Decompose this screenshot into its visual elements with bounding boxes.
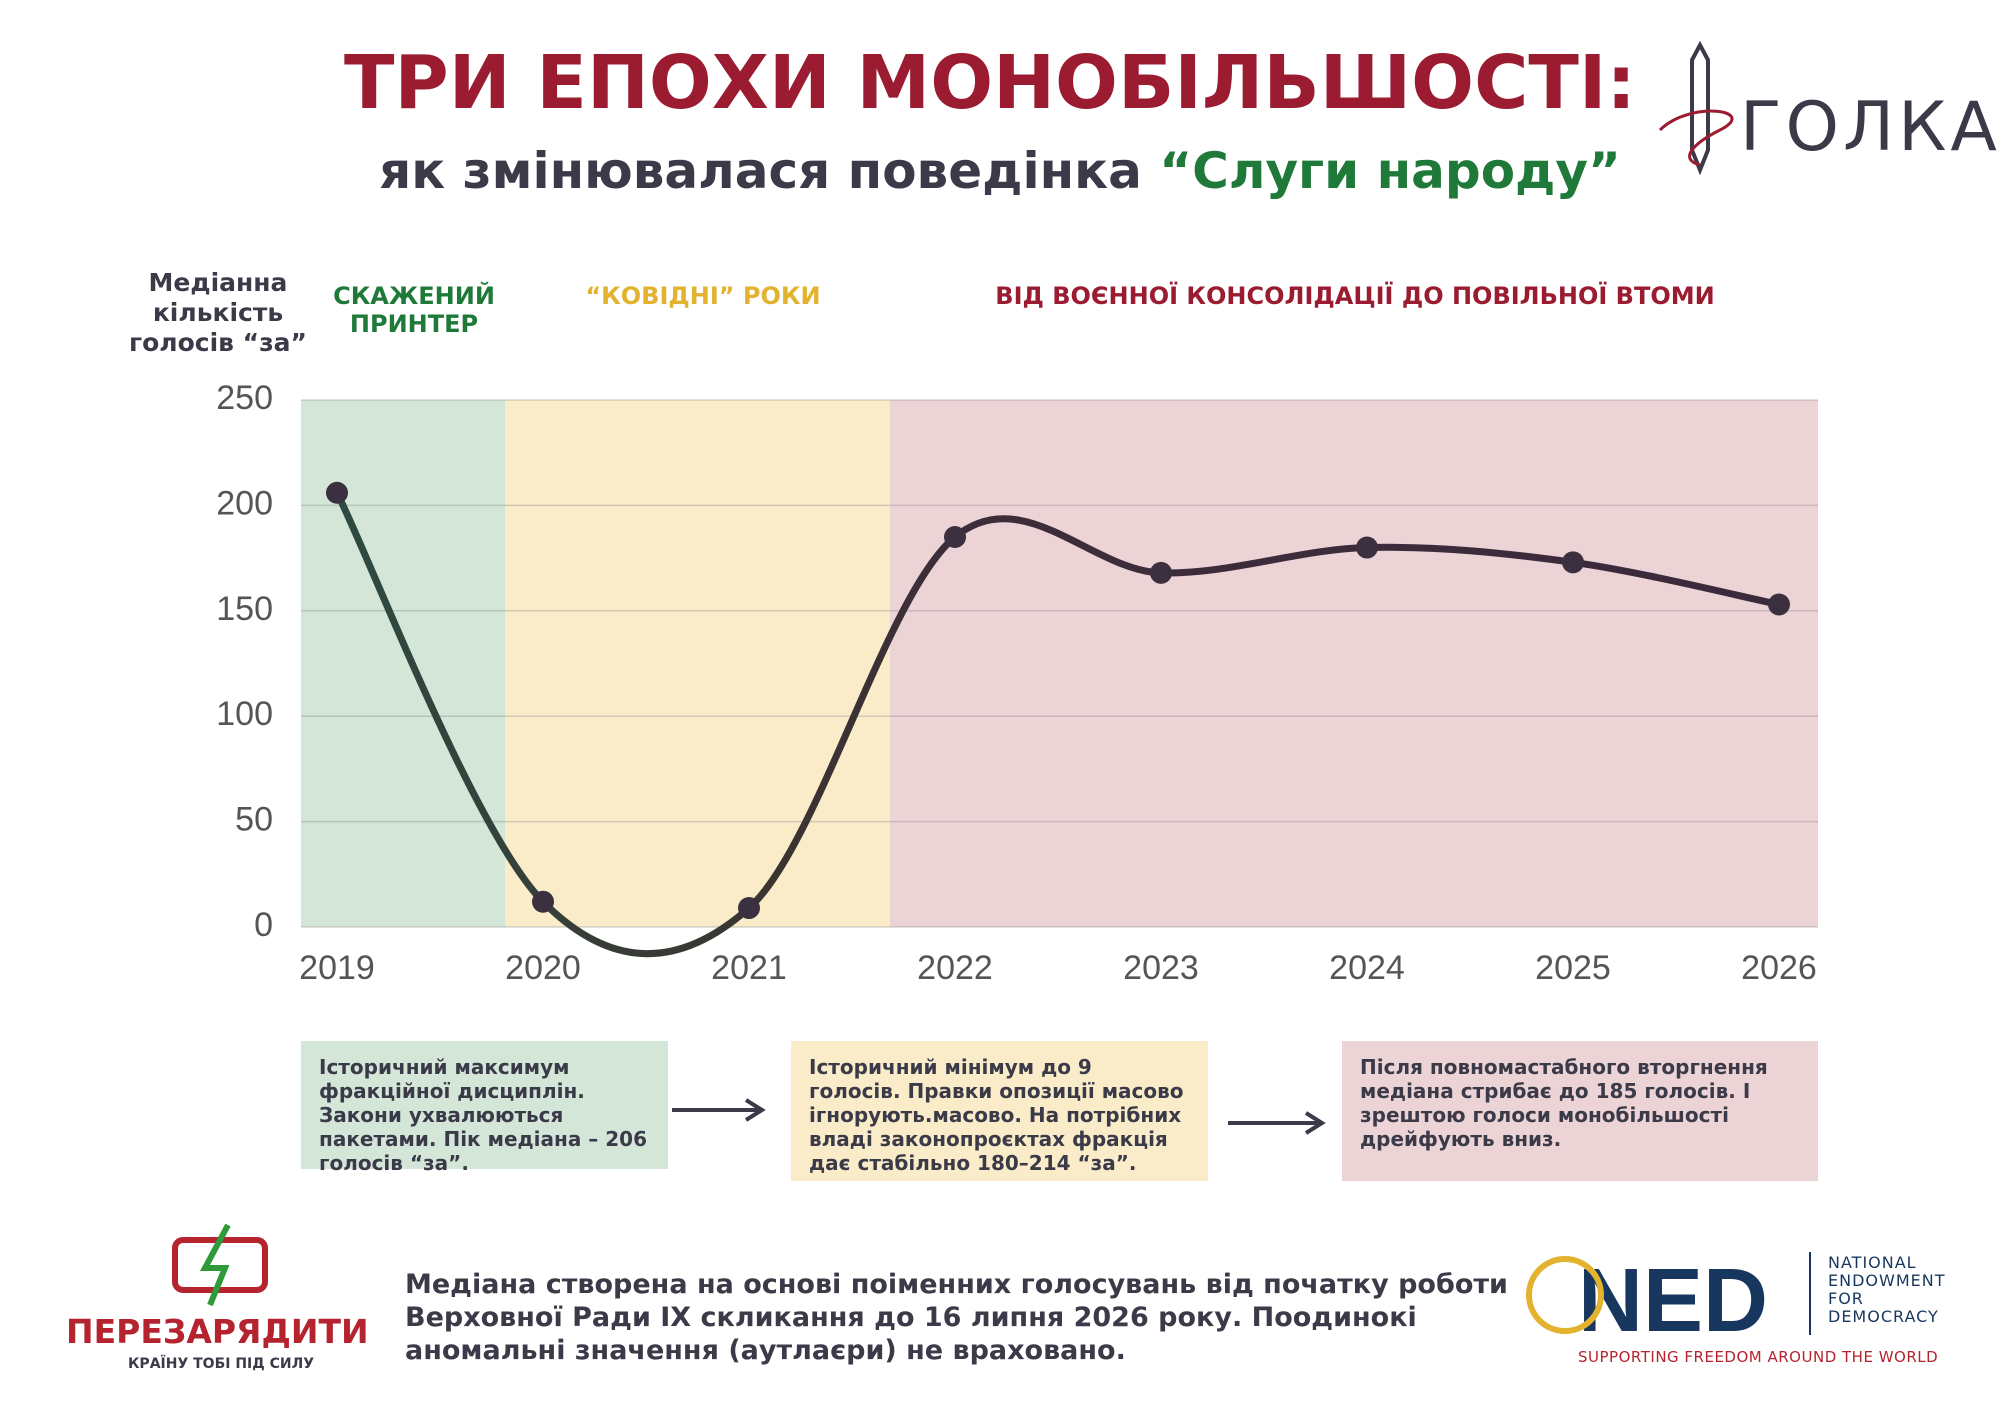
ned-tagline: SUPPORTING FREEDOM AROUND THE WORLD — [1578, 1348, 1939, 1366]
title-text: ТРИ ЕПОХИ МОНОБІЛЬШОСТІ: — [344, 40, 1636, 126]
point — [738, 897, 760, 920]
annotation: Після повномастабного вторгнення медіана… — [1342, 1041, 1818, 1181]
x-tick-label: 2019 — [299, 949, 375, 987]
golka-needle — [1690, 40, 1710, 176]
ned-globe — [1526, 1256, 1604, 1334]
x-tick-label: 2022 — [917, 949, 993, 987]
y-tick-label: 150 — [216, 590, 273, 628]
x-tick-label: 2021 — [711, 949, 787, 987]
bolt-icon — [199, 1223, 231, 1307]
footnote: Медіана створена на основі поіменних гол… — [405, 1269, 1508, 1366]
era-band — [301, 400, 505, 927]
point — [1356, 536, 1378, 559]
annotation: Історичний мінімум до 9 голосів. Правки … — [791, 1041, 1208, 1181]
arrow-head — [744, 1098, 766, 1122]
point — [1768, 593, 1790, 616]
y-tick-label: 0 — [254, 906, 273, 944]
ned-name: NATIONAL ENDOWMENT FOR DEMOCRACY — [1828, 1253, 1946, 1326]
era-band — [505, 400, 890, 927]
title: ТРИ ЕПОХИ МОНОБІЛЬШОСТІ: — [0, 40, 2000, 126]
era-label: СКАЖЕНИЙ ПРИНТЕР — [333, 282, 495, 338]
y-tick-label: 250 — [216, 379, 273, 417]
x-tick-label: 2023 — [1123, 949, 1199, 987]
era-band — [890, 400, 1818, 927]
ned-logo: NED — [1578, 1251, 1769, 1351]
golka-logo: ГОЛКА — [1740, 88, 2000, 167]
subtitle-text: як змінювалася поведінка — [379, 142, 1142, 200]
point — [1562, 551, 1584, 574]
y-tick-label: 100 — [216, 695, 273, 733]
era-label: “КОВІДНІ” РОКИ — [585, 282, 821, 310]
point — [944, 526, 966, 549]
x-tick-label: 2020 — [505, 949, 581, 987]
y-tick-label: 200 — [216, 484, 273, 522]
point — [532, 890, 554, 913]
arrow-head — [1304, 1111, 1326, 1135]
x-tick-label: 2024 — [1329, 949, 1405, 987]
point — [1150, 561, 1172, 584]
x-tick-label: 2026 — [1741, 949, 1817, 987]
golka-thread — [1658, 109, 1734, 167]
point — [326, 481, 348, 504]
subtitle-highlight: “Слуги народу” — [1159, 142, 1621, 200]
y-axis-label: Медіанна кількість голосів “за” — [129, 268, 307, 357]
subtitle: як змінювалася поведінка “Слуги народу” — [0, 142, 2000, 200]
x-tick-label: 2025 — [1535, 949, 1611, 987]
era-label: ВІД ВОЄННОЇ КОНСОЛІДАЦІЇ ДО ПОВІЛЬНОЇ ВТ… — [995, 282, 1715, 310]
perezaryadyty-tagline: КРАЇНУ ТОБІ ПІД СИЛУ — [127, 1356, 315, 1372]
y-tick-label: 50 — [235, 801, 273, 839]
annotation: Історичний максимум фракційної дисциплін… — [301, 1041, 668, 1175]
perezaryadyty-logo: ПЕРЕЗАРЯДИТИ — [66, 1312, 369, 1351]
